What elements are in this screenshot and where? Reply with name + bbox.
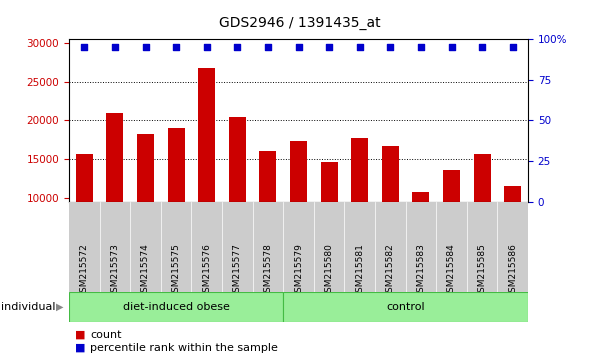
Point (79, 44, 89, 50)
Point (110, 44, 120, 50)
Bar (443, 170, 460, 275)
Point (446, 44, 457, 50)
Bar (106, 113, 124, 275)
Text: percentile rank within the sample: percentile rank within the sample (90, 343, 278, 353)
Text: diet-induced obese: diet-induced obese (122, 302, 230, 312)
Bar (473, 154, 491, 275)
Bar (290, 141, 307, 275)
Text: individual: individual (1, 302, 56, 312)
Text: control: control (386, 302, 425, 312)
Point (416, 44, 426, 50)
Bar (229, 117, 246, 275)
Bar (504, 186, 521, 275)
Bar (137, 133, 154, 275)
Point (508, 44, 517, 50)
Point (172, 44, 181, 50)
Point (233, 44, 242, 50)
Bar (259, 150, 277, 275)
Bar (76, 154, 93, 275)
Text: ▶: ▶ (56, 302, 64, 312)
Bar (69, 292, 283, 322)
Bar (167, 128, 185, 275)
Point (478, 44, 487, 50)
Text: ■: ■ (75, 343, 86, 353)
Bar (198, 68, 215, 275)
Point (324, 44, 334, 50)
Point (386, 44, 395, 50)
Point (355, 44, 365, 50)
Text: ■: ■ (75, 330, 86, 339)
Bar (283, 292, 528, 322)
Bar (320, 162, 338, 275)
Point (263, 44, 272, 50)
Text: count: count (90, 330, 121, 339)
Text: GDS2946 / 1391435_at: GDS2946 / 1391435_at (219, 16, 381, 30)
Point (202, 44, 212, 50)
Bar (351, 138, 368, 275)
Point (294, 44, 304, 50)
Bar (412, 193, 430, 275)
Bar (382, 146, 399, 275)
Point (140, 44, 150, 50)
